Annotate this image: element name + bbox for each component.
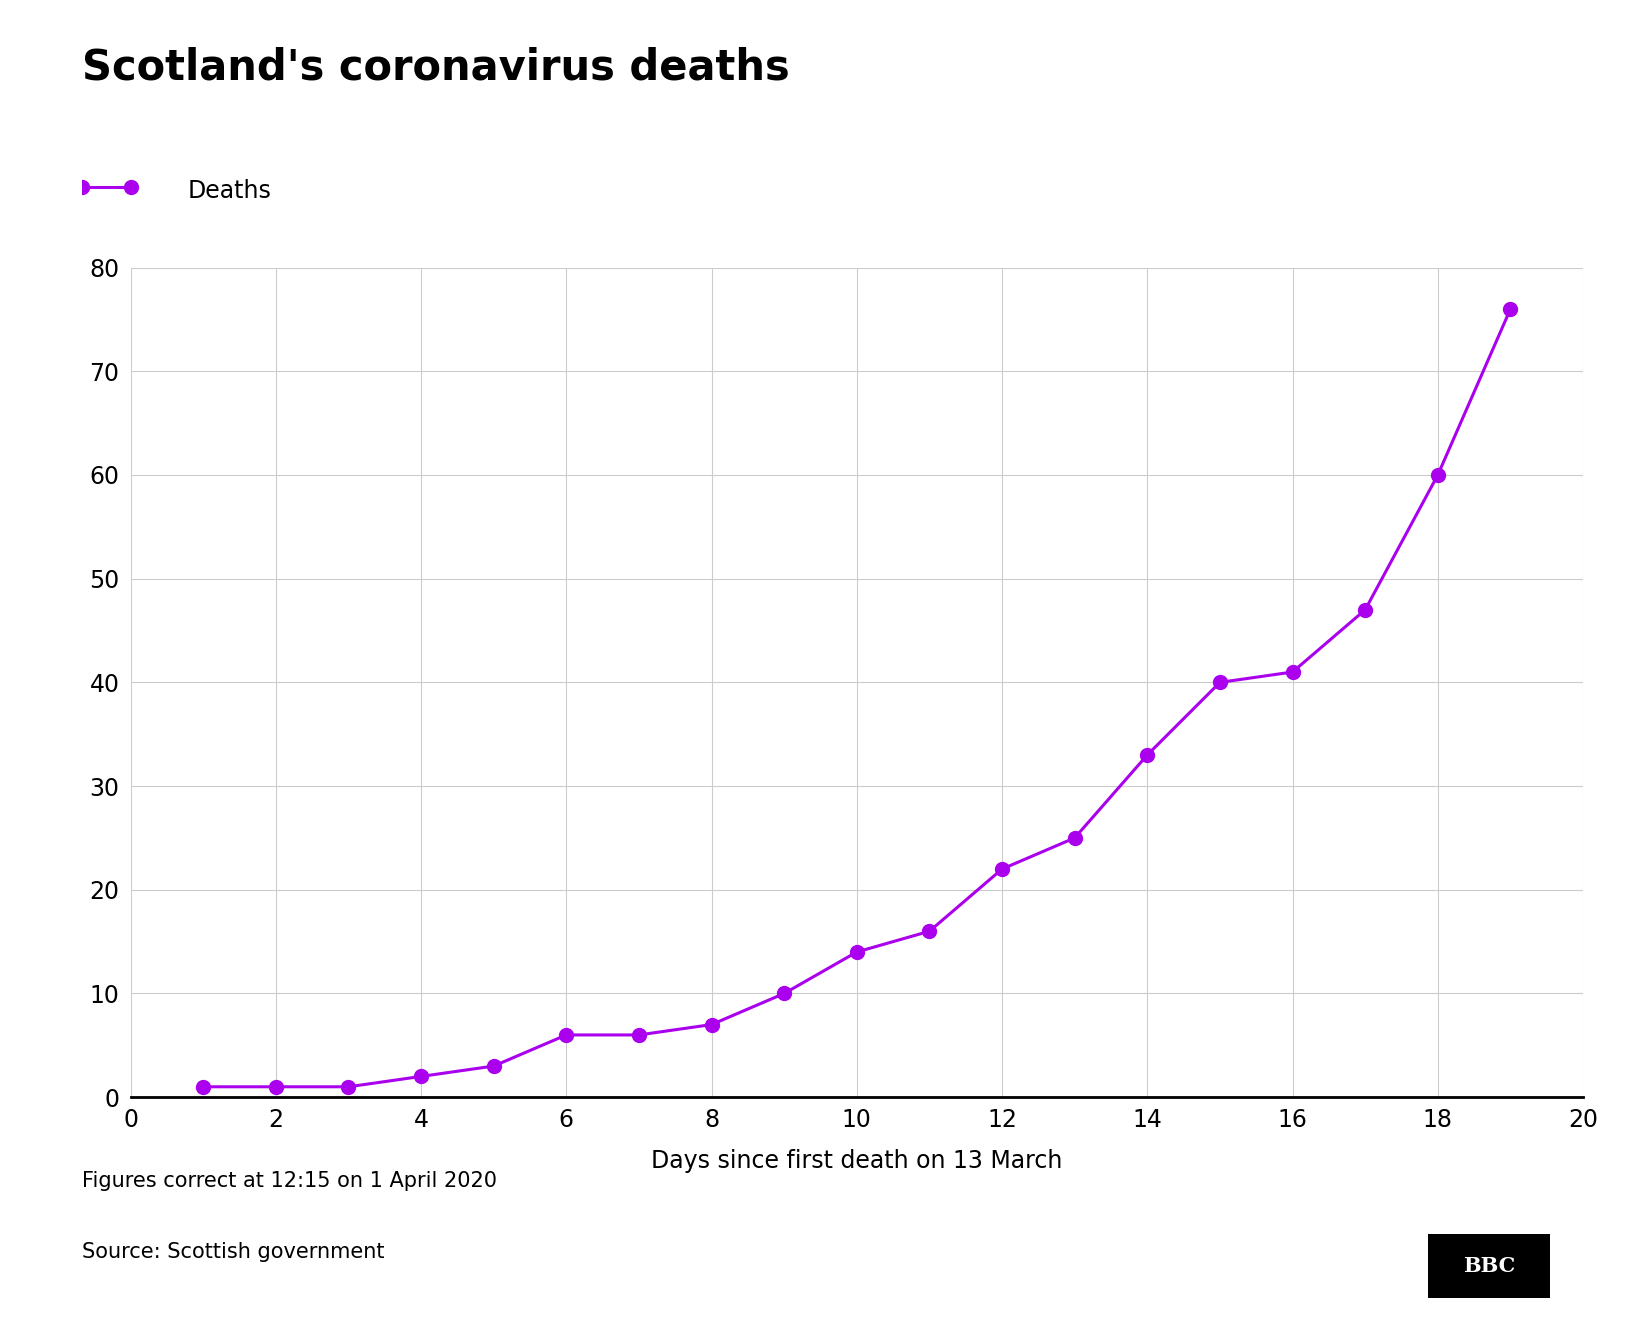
Text: BBC: BBC (1462, 1256, 1516, 1275)
Text: Deaths: Deaths (188, 179, 271, 203)
Text: Source: Scottish government: Source: Scottish government (82, 1242, 384, 1262)
Text: Scotland's coronavirus deaths: Scotland's coronavirus deaths (82, 47, 790, 88)
Text: Figures correct at 12:15 on 1 April 2020: Figures correct at 12:15 on 1 April 2020 (82, 1171, 496, 1191)
X-axis label: Days since first death on 13 March: Days since first death on 13 March (651, 1149, 1062, 1173)
